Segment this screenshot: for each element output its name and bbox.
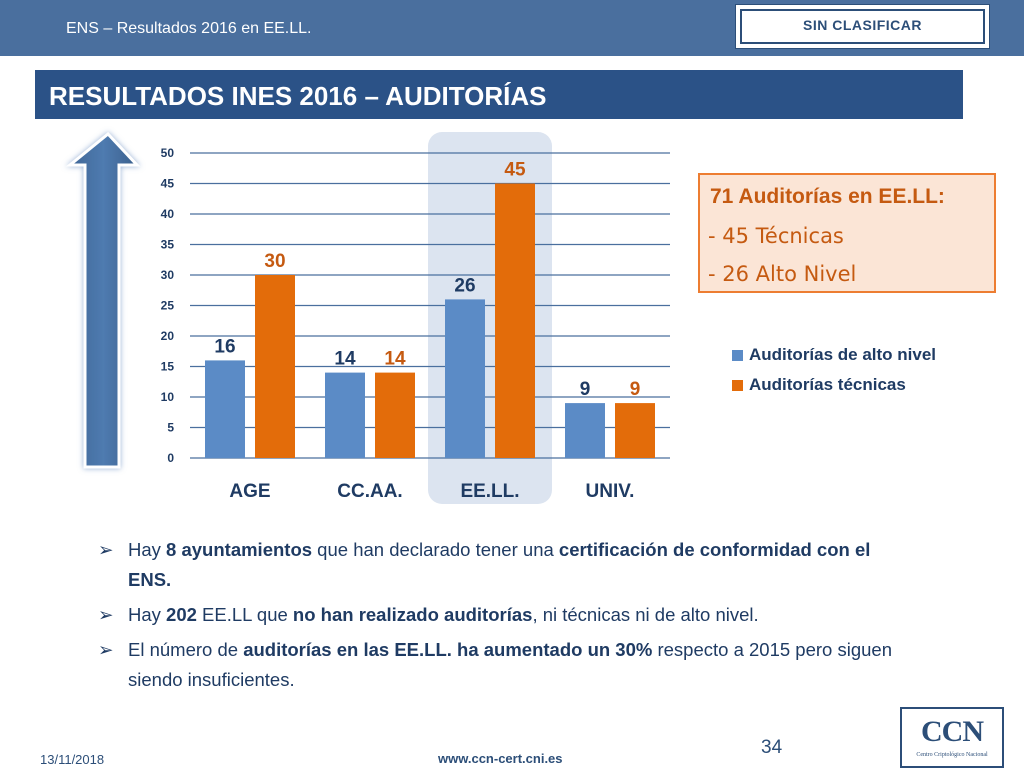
legend-item-high-level: Auditorías de alto nivel: [732, 340, 936, 370]
y-tick-label: 25: [161, 299, 175, 313]
bullet-item: ➢ Hay 202 EE.LL que no han realizado audi…: [98, 600, 918, 630]
bar-high-level: [565, 403, 605, 458]
logo-letters: CCN: [921, 715, 984, 748]
bar-chart: 16 30 14 14 26 45 9 9 0 5 10 15 20 25 30 35 40 45 50 AGE CC…: [65, 131, 670, 504]
data-label-technical: 9: [630, 379, 641, 400]
header-bar: ENS – Resultados 2016 en EE.LL. SIN CLAS…: [0, 0, 1024, 56]
y-tick-label: 15: [161, 360, 175, 374]
classification-badge: SIN CLASIFICAR: [735, 4, 990, 49]
bullet-item: ➢ Hay 8 ayuntamientos que han declarado t…: [98, 535, 918, 595]
slide-title: RESULTADOS INES 2016 – AUDITORÍAS: [49, 81, 547, 111]
bullet-text: , ni técnicas ni de alto nivel.: [532, 604, 759, 625]
bullet-arrow-icon: ➢: [98, 604, 114, 625]
logo-subtitle: Centro Criptológico Nacional: [916, 752, 988, 758]
footer-date: 13/11/2018: [40, 752, 105, 767]
bullet-emphasis: 8 ayuntamientos: [166, 539, 313, 560]
bullet-emphasis: auditorías en las EE.LL. ha aumentado un…: [243, 639, 653, 660]
bullet-emphasis: certificación de conformidad con el ENS.: [128, 539, 871, 590]
bullet-text: que han declarado tener una: [312, 539, 559, 560]
x-category-label: CC.AA.: [337, 481, 402, 502]
bar-technical: [495, 183, 535, 458]
bullet-emphasis: no han realizado auditorías: [292, 604, 533, 625]
x-category-label: UNIV.: [586, 481, 635, 502]
y-tick-label: 30: [161, 268, 175, 282]
slide-title-bar: RESULTADOS INES 2016 – AUDITORÍAS: [35, 70, 963, 119]
x-category-label: AGE: [229, 481, 270, 502]
data-label-high-level: 26: [454, 275, 475, 296]
data-label-high-level: 14: [334, 349, 356, 370]
callout-line-technical: - 45 Técnicas: [708, 224, 844, 248]
y-tick-label: 45: [161, 177, 175, 191]
bullet-item: ➢ El número de auditorías en las EE.LL. h…: [98, 635, 918, 695]
data-label-high-level: 16: [214, 336, 235, 357]
data-label-technical: 45: [504, 160, 526, 181]
bullet-text: EE.LL que: [196, 604, 293, 625]
bullet-list: ➢ Hay 8 ayuntamientos que han declarado t…: [98, 535, 918, 700]
x-category-label: EE.LL.: [460, 481, 519, 502]
y-tick-label: 50: [161, 146, 175, 160]
y-tick-label: 0: [167, 451, 174, 465]
bullet-text: Hay: [128, 604, 167, 625]
data-label-technical: 14: [384, 349, 406, 370]
y-tick-label: 35: [161, 238, 175, 252]
y-tick-label: 10: [161, 390, 175, 404]
data-label-high-level: 9: [580, 379, 591, 400]
bar-high-level: [325, 372, 365, 458]
bullet-emphasis: 202: [166, 604, 197, 625]
y-tick-label: 40: [161, 207, 175, 221]
page-number: 34: [761, 737, 783, 758]
presentation-title: ENS – Resultados 2016 en EE.LL.: [66, 20, 312, 37]
bullet-text: El número de: [128, 639, 244, 660]
chart-legend: Auditorías de alto nivel Auditorías técn…: [732, 340, 936, 400]
summary-callout: 71 Auditorías en EE.LL: - 45 Técnicas - …: [698, 173, 996, 293]
bar-technical: [615, 403, 655, 458]
classification-label: SIN CLASIFICAR: [803, 17, 922, 33]
bar-technical: [255, 275, 295, 458]
y-tick-label: 5: [167, 421, 174, 435]
bar-high-level: [205, 360, 245, 458]
bullet-arrow-icon: ➢: [98, 639, 114, 660]
ccn-logo: CCN Centro Criptológico Nacional: [900, 707, 1004, 768]
y-tick-label: 20: [161, 329, 175, 343]
footer-url-link[interactable]: www.ccn-cert.cni.es: [438, 751, 563, 766]
legend-item-technical: Auditorías técnicas: [732, 370, 936, 400]
bullet-text: respecto a 2015 pero siguen siendo insuf…: [128, 639, 892, 690]
data-label-technical: 30: [264, 251, 285, 272]
up-arrow-icon: [65, 131, 141, 469]
bar-technical: [375, 372, 415, 458]
legend-label-technical: Auditorías técnicas: [749, 375, 906, 394]
legend-label-high-level: Auditorías de alto nivel: [749, 345, 937, 364]
callout-title: 71 Auditorías en EE.LL:: [710, 185, 945, 208]
bullet-text: Hay: [128, 539, 167, 560]
legend-swatch-high-level: [732, 349, 743, 361]
callout-line-high-level: - 26 Alto Nivel: [708, 262, 857, 286]
bar-high-level: [445, 299, 485, 458]
legend-swatch-technical: [732, 379, 743, 391]
bullet-arrow-icon: ➢: [98, 539, 114, 560]
